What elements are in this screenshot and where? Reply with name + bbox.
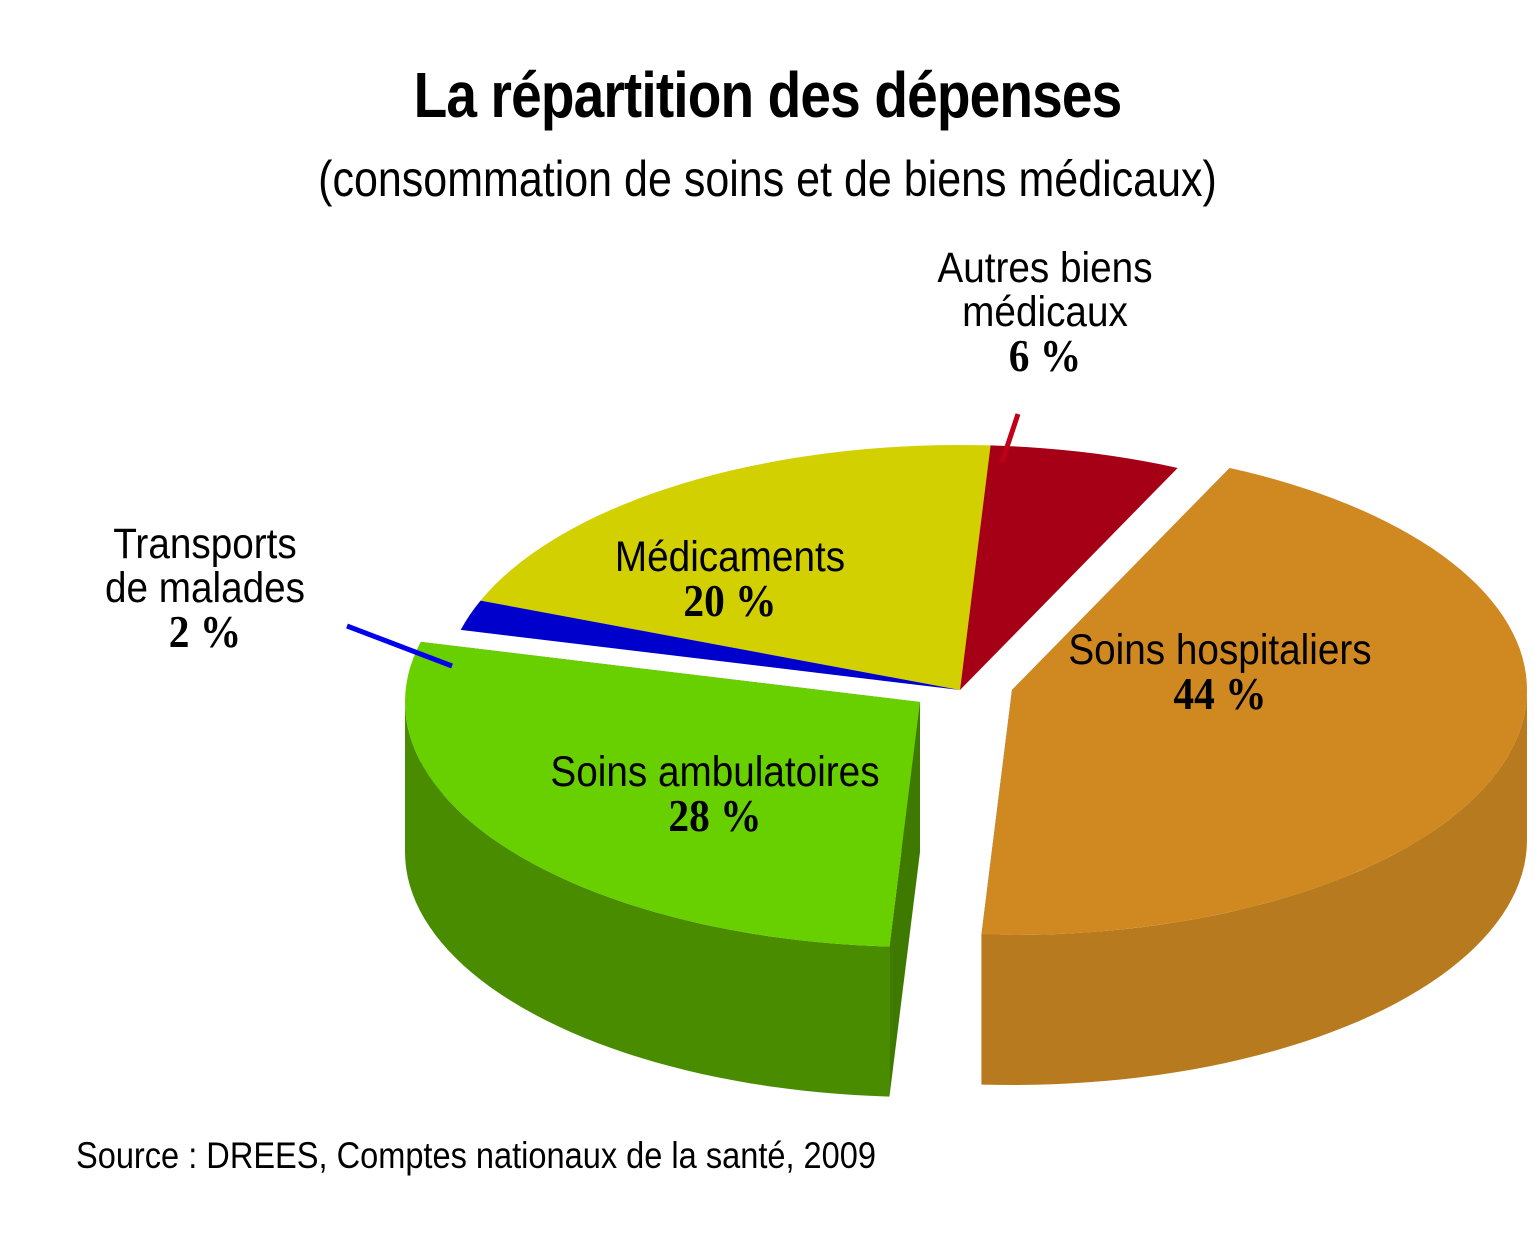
label-soins-ambulatoires: Soins ambulatoires 28 % [495, 748, 936, 841]
value-medicaments: 20 % [683, 575, 777, 626]
value-transports: 2 % [168, 606, 242, 657]
label-autres-biens-line2: médicaux [962, 288, 1128, 336]
label-soins-hospitaliers: Soins hospitaliers 44 % [1013, 626, 1427, 719]
label-medicaments: Médicaments 20 % [559, 533, 901, 626]
label-transports: Transports de malades 2 % [57, 520, 354, 657]
slice-side-0 [981, 690, 1527, 1085]
label-autres-biens-line1: Autres biens [937, 244, 1153, 292]
slice-autres-biens-m-dicaux [960, 445, 1178, 690]
label-transports-line1: Transports [113, 520, 297, 568]
value-autres-biens: 6 % [1008, 330, 1082, 381]
slice-m-dicaments [480, 445, 991, 690]
slice-side-1 [405, 702, 890, 1097]
value-soins-hospitaliers: 44 % [1173, 668, 1267, 719]
source-note: Source : DREES, Comptes nationaux de la … [76, 1135, 877, 1176]
leader-line-transports [346, 623, 453, 669]
chart-title: La répartition des dépenses [413, 59, 1123, 131]
label-soins-ambulatoires-text: Soins ambulatoires [550, 748, 880, 796]
slice-soins-hospitaliers [981, 467, 1527, 935]
label-medicaments-text: Médicaments [614, 533, 846, 581]
value-soins-ambulatoires: 28 % [668, 790, 762, 841]
chart-subtitle: (consommation de soins et de biens médic… [318, 151, 1217, 207]
label-soins-hospitaliers-text: Soins hospitaliers [1068, 626, 1372, 674]
slice-transports-de-malades [460, 600, 960, 690]
label-autres-biens: Autres biens médicaux 6 % [897, 244, 1194, 381]
leader-line-autres-biens [999, 413, 1021, 463]
slice-soins-ambulatoires [405, 641, 920, 947]
label-transports-line2: de malades [104, 564, 306, 612]
